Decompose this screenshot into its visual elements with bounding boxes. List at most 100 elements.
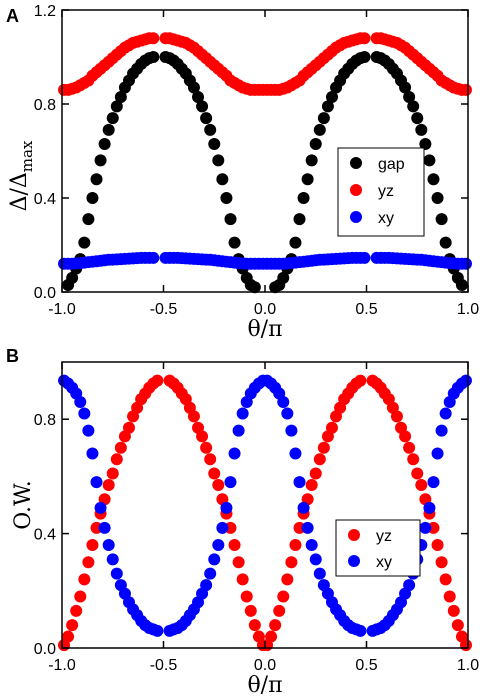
panel-b-ticks xyxy=(61,362,469,649)
panel-a-yz-point xyxy=(147,32,160,45)
panel-a-y-tick-label: 0.8 xyxy=(34,97,56,114)
panel-b-yz-point xyxy=(228,539,241,552)
panel-a-gap-point xyxy=(220,192,233,204)
panel-b-xy-point xyxy=(216,521,229,534)
panel-a-gap-point xyxy=(208,137,221,150)
panel-a-gap-point xyxy=(114,90,127,103)
panel-b-yz-point xyxy=(200,441,213,454)
panel-b-xy-point xyxy=(106,553,119,566)
panel-a-x-tick-label: -0.5 xyxy=(150,301,178,318)
panel-b-xy-point xyxy=(427,476,440,489)
panel-a-gap-point xyxy=(216,173,229,186)
panel-b-yz-point xyxy=(289,539,302,552)
panel-b-xy-point xyxy=(110,567,123,580)
panel-a-gap-point xyxy=(419,137,432,150)
panel-b-yz-point xyxy=(313,453,326,466)
panel-b-yz-point xyxy=(309,467,322,480)
panel-b-yz-point xyxy=(459,639,472,652)
panel-a-gap-point xyxy=(439,236,452,249)
panel-b-yz-point xyxy=(354,374,367,387)
panel-a-tick-labels: -1.0 -0.5 0.0 0.5 1.0 0.0 0.4 0.8 1.2 xyxy=(34,3,479,318)
panel-a-gap-point xyxy=(427,173,440,186)
panel-a-xy-point xyxy=(147,251,160,264)
panel-b-yz-point xyxy=(82,556,95,569)
panel-b-xy-point xyxy=(301,521,314,534)
panel-b-yz-point xyxy=(86,539,99,552)
panel-b-xy-point xyxy=(208,553,221,566)
panel-b-xy-point xyxy=(293,476,306,489)
panel-a-gap-point xyxy=(212,154,225,167)
panel-b-y-tick-label: 0.4 xyxy=(34,527,56,544)
panel-a-x-tick-label: 1.0 xyxy=(457,301,479,318)
panel-a-marks xyxy=(58,32,472,294)
panel-a-gap-point xyxy=(407,100,420,113)
panel-b-xy-point xyxy=(459,374,472,387)
panel-a-gap-point xyxy=(248,281,261,294)
panel-b-yz-point xyxy=(122,421,135,434)
panel-a-y-axis-title-sub: max xyxy=(18,140,36,172)
panel-a-gap-point xyxy=(98,137,111,150)
panel-b-yz-point xyxy=(151,374,164,387)
panel-b-xy-point xyxy=(98,521,111,534)
panel-a-gap-point xyxy=(305,154,318,167)
panel-b-yz-point xyxy=(208,467,221,480)
panel-b-yz-point xyxy=(232,556,245,569)
panel-b-x-tick-label: 0.0 xyxy=(254,657,276,674)
panel-a-legend-label-yz: yz xyxy=(378,183,394,200)
panel-b-tick-labels: -1.0 -0.5 0.0 0.5 1.0 0.0 0.4 0.8 xyxy=(34,412,479,674)
panel-b-xy-point xyxy=(289,447,302,460)
panel-b-yz-point xyxy=(411,467,424,480)
panel-a-gap-point xyxy=(431,192,444,204)
panel-a-gap-point xyxy=(106,112,119,125)
panel-a-y-tick-label: 1.2 xyxy=(34,3,56,20)
panel-b-legend-box xyxy=(335,519,421,577)
panel-a-gap-point xyxy=(78,236,91,249)
panel-b-yz-point xyxy=(399,430,412,443)
panel-b-yz-point xyxy=(196,430,209,443)
panel-a-y-tick-label: 0.0 xyxy=(34,285,56,302)
panel-b-xy-point xyxy=(228,447,241,460)
panel-a-gap-point xyxy=(313,123,326,136)
panel-a-legend: gap yz xy xyxy=(337,147,425,237)
panel-a-gap-point xyxy=(82,213,95,226)
panel-a-gap-point xyxy=(200,112,213,125)
panel-b-yz-point xyxy=(102,478,115,491)
panel-b-yz-point xyxy=(110,453,123,466)
panel-b-yz-point xyxy=(240,590,253,603)
panel-b-yz-point xyxy=(106,467,119,480)
panel-b: B -1.0 -0.5 0.0 0.5 1.0 0.0 0.4 0.8 θ/π O.W. yz… xyxy=(6,346,479,698)
panel-b-yz-point xyxy=(187,410,200,423)
panel-b-xy-point xyxy=(151,624,164,637)
panel-a-x-tick-label: 0.0 xyxy=(254,301,276,318)
panel-b-yz-point xyxy=(74,590,87,603)
panel-b-yz-point xyxy=(407,453,420,466)
panel-b-x-axis-title: θ/π xyxy=(247,673,282,698)
panel-b-yz-point xyxy=(62,630,75,643)
panel-a-gap-point xyxy=(289,236,302,249)
panel-b-xy-point xyxy=(74,396,87,409)
panel-a-gap-point xyxy=(187,81,200,94)
panel-b-xy-point xyxy=(220,501,233,514)
panel-b-xy-point xyxy=(285,424,298,437)
panel-a-gap-point xyxy=(224,213,237,226)
panel-b-x-tick-label: -1.0 xyxy=(48,657,76,674)
panel-b-xy-point xyxy=(224,476,237,489)
panel-a-yz-point xyxy=(459,83,472,96)
panel-b-xy-point xyxy=(439,407,452,420)
panel-b-legend-label-yz: yz xyxy=(376,528,392,545)
panel-a-gap-point xyxy=(147,51,160,63)
panel-b-yz-point xyxy=(204,453,217,466)
panel-b-xy-point xyxy=(90,476,103,489)
panel-b-xy-point xyxy=(102,539,115,552)
panel-b-marks xyxy=(58,374,472,652)
panel-b-yz-point xyxy=(317,441,330,454)
panel-b-xy-point xyxy=(200,579,213,592)
panel-a-gap-point xyxy=(309,137,322,150)
panel-b-plot-frame xyxy=(61,361,469,649)
panel-b-yz-point xyxy=(451,619,464,632)
panel-a-y-axis-title: Δ/Δmax xyxy=(7,140,36,211)
panel-b-xy-point xyxy=(82,424,95,437)
panel-b-x-tick-label: -0.5 xyxy=(150,657,178,674)
panel-a-gap-point xyxy=(102,123,115,136)
